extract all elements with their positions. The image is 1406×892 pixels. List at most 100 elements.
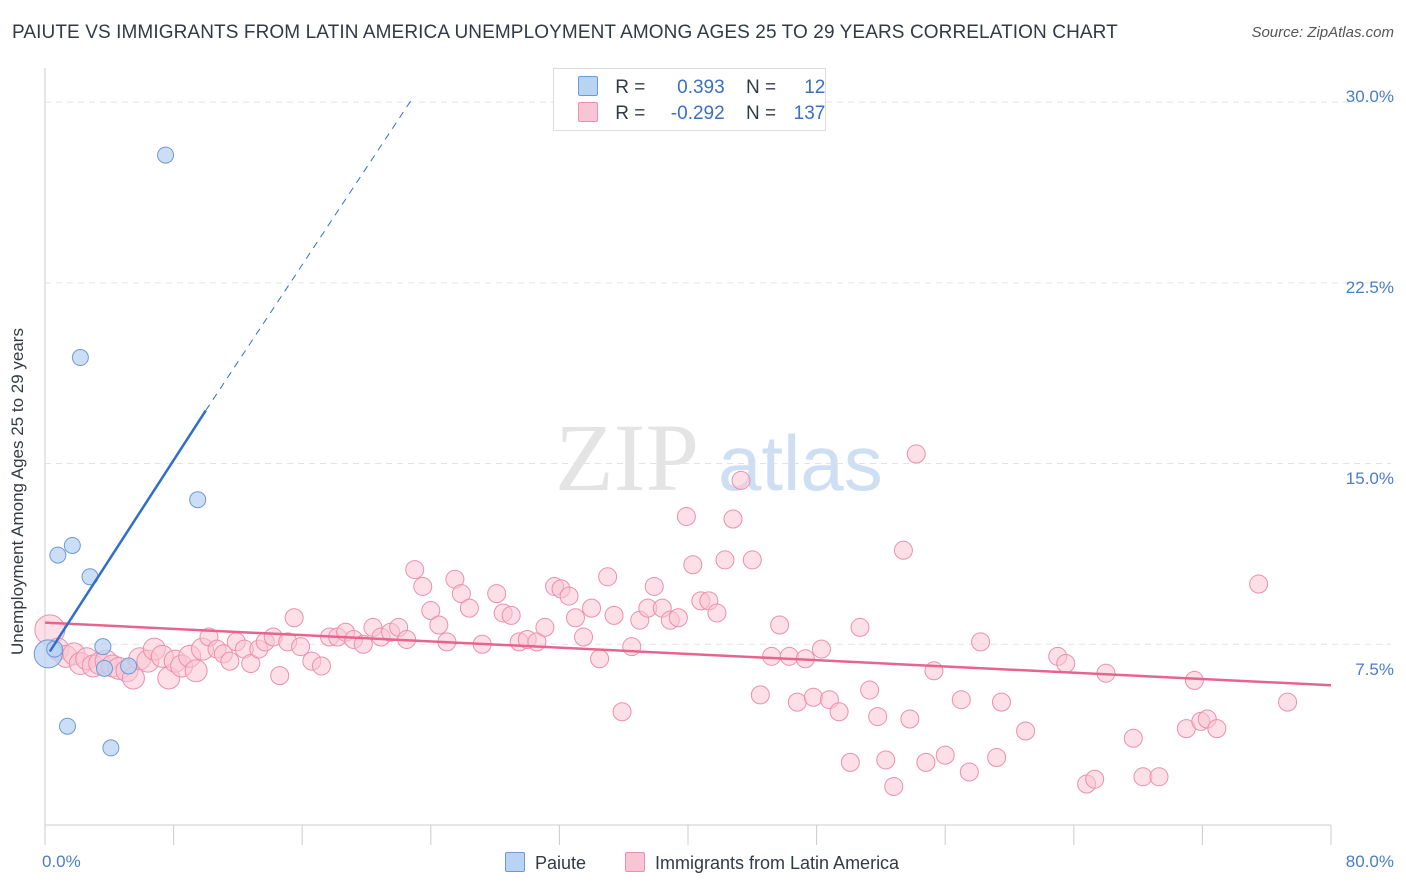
latam-point	[644, 576, 664, 596]
y-axis-label: Unemployment Among Ages 25 to 29 years	[8, 328, 27, 655]
latam-point	[723, 509, 743, 529]
paiute-point	[120, 657, 138, 675]
latam-point	[935, 745, 955, 765]
latam-point	[1249, 574, 1269, 594]
latam-point	[1278, 692, 1298, 712]
latam-point	[184, 659, 208, 683]
latam-point	[451, 584, 471, 604]
latam-point	[860, 680, 880, 700]
latam-point	[959, 762, 979, 782]
source-label: Source: ZipAtlas.com	[1251, 24, 1394, 41]
latam-point	[803, 687, 823, 707]
paiute-r-value: 0.393	[677, 77, 725, 98]
latam-point	[622, 637, 642, 657]
latam-point	[270, 666, 290, 686]
latam-point	[991, 692, 1011, 712]
watermark: ZIP atlas	[555, 404, 883, 511]
chart-title: PAIUTE VS IMMIGRANTS FROM LATIN AMERICA …	[12, 22, 1118, 43]
n-label: N =	[745, 103, 777, 124]
latam-point	[731, 470, 751, 490]
y-tick-label-15: 15.0%	[1345, 469, 1394, 488]
latam-point	[220, 651, 240, 671]
paiute-point	[95, 659, 113, 677]
legend-label-latam: Immigrants from Latin America	[655, 853, 900, 873]
legend-item-latam: Immigrants from Latin America	[625, 852, 899, 874]
paiute-point	[46, 640, 64, 658]
latam-point	[951, 690, 971, 710]
x-tick-label-max: 80.0%	[1345, 852, 1394, 871]
latam-point	[559, 586, 579, 606]
latam-point	[459, 598, 479, 618]
paiute-point	[102, 739, 120, 757]
latam-point	[779, 646, 799, 666]
latam-point	[1016, 721, 1036, 741]
r-label: R =	[615, 103, 646, 124]
watermark-zip: ZIP	[555, 404, 699, 511]
legend-row-paiute: R = 0.393 N = 12	[578, 76, 825, 100]
latam-point	[742, 550, 762, 570]
paiute-swatch	[578, 76, 598, 96]
paiute-point	[189, 491, 207, 509]
latam-r-value: -0.292	[670, 103, 725, 124]
latam-point	[1133, 767, 1153, 787]
y-tick-label-22-5: 22.5%	[1345, 278, 1394, 297]
trend-lines	[44, 99, 1332, 687]
paiute-n-value: 12	[804, 77, 826, 98]
latam-point	[876, 750, 896, 770]
latam-point	[715, 550, 735, 570]
latam-point	[598, 567, 618, 587]
latam-point	[850, 617, 870, 637]
latam-point	[291, 637, 311, 657]
n-label: N =	[745, 77, 777, 98]
paiute-points	[33, 146, 207, 757]
x-tick-label-min: 0.0%	[42, 852, 81, 871]
latam-point	[811, 639, 831, 659]
latam-point	[893, 540, 913, 560]
latam-legend-swatch	[625, 852, 645, 872]
paiute-point	[157, 146, 175, 164]
latam-point	[1184, 670, 1204, 690]
latam-point	[1149, 767, 1169, 787]
latam-point	[668, 608, 688, 628]
latam-point	[987, 748, 1007, 768]
latam-point	[1123, 728, 1143, 748]
latam-point	[906, 444, 926, 464]
paiute-point	[94, 638, 112, 656]
latam-point	[574, 627, 594, 647]
latam-point	[353, 634, 373, 654]
latam-point	[487, 584, 507, 604]
latam-point	[241, 654, 261, 674]
latam-point	[1085, 769, 1105, 789]
latam-point	[770, 615, 790, 635]
paiute-point	[59, 717, 77, 735]
latam-swatch	[578, 102, 598, 122]
y-tick-label-7-5: 7.5%	[1355, 660, 1394, 679]
latam-trend-line	[44, 621, 1332, 687]
latam-point	[971, 632, 991, 652]
latam-point	[429, 615, 449, 635]
latam-point	[884, 776, 904, 796]
latam-point	[501, 605, 521, 625]
latam-point	[311, 656, 331, 676]
latam-point	[405, 560, 425, 580]
latam-point	[916, 752, 936, 772]
watermark-atlas: atlas	[718, 419, 883, 507]
latam-point	[676, 507, 696, 527]
paiute-trend-extension	[205, 99, 412, 411]
latam-point	[421, 601, 441, 621]
paiute-point	[71, 349, 89, 367]
latam-point	[565, 608, 585, 628]
paiute-point	[49, 546, 67, 564]
axes	[44, 68, 1332, 845]
legend-item-paiute: Paiute	[505, 852, 586, 874]
latam-point	[612, 702, 632, 722]
latam-point	[683, 555, 703, 575]
latam-point	[604, 605, 624, 625]
paiute-trend-line	[48, 409, 207, 653]
latam-point	[284, 608, 304, 628]
latam-point	[762, 646, 782, 666]
legend-label-paiute: Paiute	[535, 853, 587, 873]
paiute-point	[63, 536, 81, 554]
latam-point	[787, 692, 807, 712]
